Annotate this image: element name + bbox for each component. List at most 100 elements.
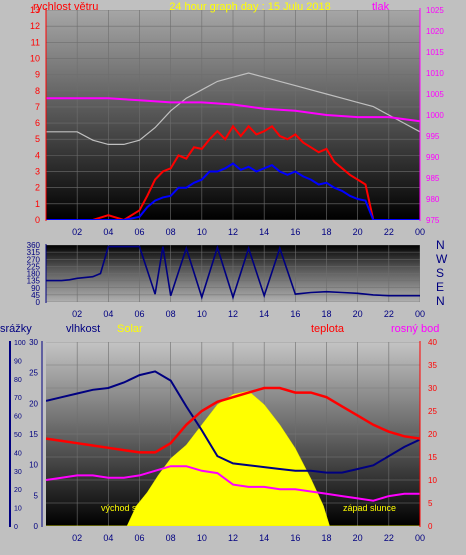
rain-tick: 50 [14,432,22,439]
pressure-tick: 1015 [426,48,444,57]
humidity-axis-label: vlhkost [66,323,100,335]
x-tick-label: 06 [134,309,144,319]
x-tick-label: 18 [321,533,331,543]
x-tick-label: 00 [415,227,425,237]
wind-speed-tick: 13 [30,5,40,15]
direction-tick: 90 [31,284,40,293]
pressure-axis-label: tlak [372,1,390,13]
x-tick-label: 00 [415,309,425,319]
humidity-series [46,370,420,526]
wind-speed-tick: 4 [35,150,40,160]
x-tick-label: 22 [384,533,394,543]
x-tick-label: 02 [72,309,82,319]
x-tick-label: 08 [166,533,176,543]
wind-speed-line [46,124,420,220]
pressure-tick: 1010 [426,69,444,78]
wind-speed-tick: 7 [35,102,40,112]
temperature-tick: 0 [428,522,433,531]
x-tick-label: 04 [103,227,113,237]
rain-tick: 70 [14,395,22,402]
temperature-tick: 15 [428,453,437,462]
wind-speed-axis-label: rychlost větru [33,1,98,13]
rain-tick: 30 [14,469,22,476]
direction-tick: 270 [27,255,41,264]
pressure-tick: 990 [426,153,440,162]
x-tick-label: 14 [259,533,269,543]
compass-tick: E [436,280,444,294]
x-tick-label: 20 [353,533,363,543]
x-tick-label: 18 [321,227,331,237]
temperature-tick: 40 [428,338,437,347]
solar-axis-label: Solar [117,323,143,335]
x-tick-label: 10 [197,533,207,543]
humidity-tick: 0 [34,522,39,531]
rain-axis-label: srážky [0,323,32,335]
direction-tick: 0 [36,298,41,307]
x-tick-label: 20 [353,227,363,237]
x-tick-label: 16 [290,309,300,319]
temperature-tick: 10 [428,476,437,485]
rain-tick: 20 [14,487,22,494]
humidity-line [46,370,420,474]
compass-tick: S [436,266,444,280]
pressure-tick: 1000 [426,111,444,120]
x-tick-label: 04 [103,533,113,543]
rain-tick: 80 [14,377,22,384]
x-tick-label: 22 [384,227,394,237]
humidity-grid [46,342,420,526]
humidity-tick: 20 [29,399,38,408]
direction-grid [46,245,420,302]
compass-tick: N [436,238,445,252]
temperature-line [46,386,420,454]
x-tick-label: 02 [72,533,82,543]
wind-speed-tick: 11 [31,37,40,47]
solar-area [46,390,420,526]
compass-tick: N [436,294,445,308]
wind-speed-tick: 0 [35,215,40,225]
dew-point-axis-label: rosný bod [391,323,439,335]
temperature-tick: 5 [428,499,433,508]
direction-tick: 135 [27,277,41,286]
direction-tick: 180 [27,270,41,279]
humidity-tick: 25 [29,369,38,378]
x-tick-label: 08 [166,309,176,319]
wind-speed-tick: 1 [35,199,40,209]
x-tick-label: 12 [228,533,238,543]
rain-tick: 90 [14,358,22,365]
pressure-tick: 980 [426,195,440,204]
pressure-tick: 1005 [426,90,444,99]
x-tick-label: 18 [321,309,331,319]
pressure-tick: 1020 [426,27,444,36]
compass-tick: W [436,252,448,266]
sunset-label: západ slunce [343,503,396,513]
wind-speed-tick: 5 [35,134,40,144]
temperature-axis-label: teplota [311,323,345,335]
x-tick-label: 14 [259,309,269,319]
x-tick-label: 20 [353,309,363,319]
temperature-tick: 25 [428,407,437,416]
dew-point-line [46,465,420,502]
rain-tick: 40 [14,450,22,457]
temperature-tick: 20 [428,430,437,439]
x-tick-label: 12 [228,309,238,319]
sunrise-label: východ sl [101,503,139,513]
temperature-tick: 35 [428,361,437,370]
x-tick-label: 02 [72,227,82,237]
direction-series [46,245,420,300]
wind-speed-tick: 9 [35,70,40,80]
x-tick-label: 16 [290,533,300,543]
x-tick-label: 22 [384,309,394,319]
humidity-tick: 5 [34,491,39,500]
rain-tick: 100 [14,340,26,347]
rain-tick: 60 [14,414,22,421]
wind-speed-tick: 2 [35,183,40,193]
x-tick-label: 12 [228,227,238,237]
humidity-tick: 30 [29,338,38,347]
pressure-tick: 1025 [426,6,444,15]
x-tick-label: 06 [134,533,144,543]
x-tick-label: 16 [290,227,300,237]
direction-tick: 225 [27,262,41,271]
